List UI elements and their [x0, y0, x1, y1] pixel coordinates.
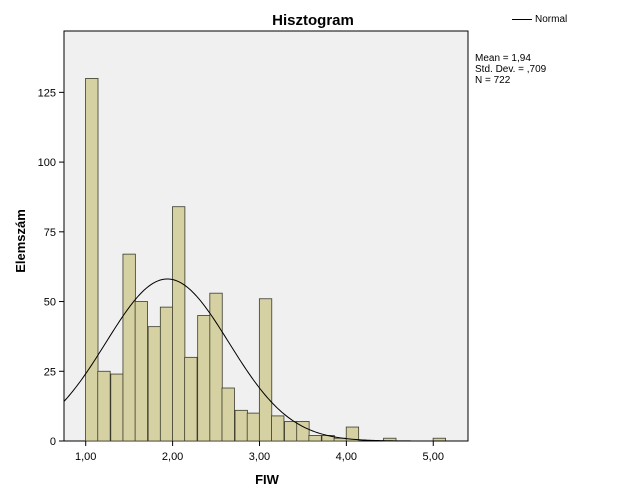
legend: Normal [512, 14, 567, 25]
legend-line-swatch [512, 19, 532, 20]
x-tick-label: 2,00 [162, 451, 183, 463]
stat-std-dev: Std. Dev. = ,709 [475, 64, 547, 75]
bars-group [85, 78, 446, 442]
histogram-bar [209, 292, 223, 442]
y-tick-label: 0 [50, 436, 56, 448]
x-tick-label: 4,00 [336, 451, 357, 463]
histogram-bar [246, 412, 261, 442]
histogram-bar [271, 415, 285, 442]
y-tick-label: 100 [38, 157, 56, 169]
histogram-bar [308, 435, 322, 442]
histogram-bar [234, 409, 248, 442]
y-tick-label: 125 [38, 87, 56, 99]
stat-n: N = 722 [475, 75, 511, 86]
histogram-bar [284, 421, 298, 442]
y-axis: 0 25 50 75 100 125 [38, 87, 64, 448]
y-tick-label: 75 [44, 227, 56, 239]
histogram-bar [184, 356, 198, 442]
histogram-bar [197, 315, 211, 442]
normal-curve-line [63, 278, 468, 442]
histogram-bar [122, 253, 136, 442]
y-axis-label: Elemszám [13, 209, 28, 273]
x-tick-label: 3,00 [249, 451, 270, 463]
stat-mean: Mean = 1,94 [475, 53, 531, 64]
histogram-bar [221, 387, 235, 442]
chart-title: Hisztogram [272, 12, 354, 29]
histogram-bar [258, 298, 273, 442]
x-tick-label: 5,00 [423, 451, 444, 463]
stats-box: Mean = 1,94 Std. Dev. = ,709 N = 722 [475, 53, 546, 86]
histogram-bar [345, 426, 360, 442]
histogram-bar [85, 78, 99, 442]
histogram-bar [172, 206, 186, 442]
histogram-bar [134, 301, 148, 442]
legend-label: Normal [535, 14, 568, 25]
histogram-bar [110, 373, 124, 442]
y-tick-label: 25 [44, 366, 56, 378]
histogram-bar [147, 326, 161, 442]
x-tick-label: 1,00 [75, 451, 96, 463]
histogram-bar [159, 306, 174, 442]
histogram-bar [97, 370, 111, 442]
x-axis: 1,00 2,00 3,00 4,00 5,00 [75, 441, 444, 463]
x-axis-label: FIW [255, 472, 280, 487]
y-tick-label: 50 [44, 297, 56, 309]
histogram-bar [296, 421, 310, 442]
